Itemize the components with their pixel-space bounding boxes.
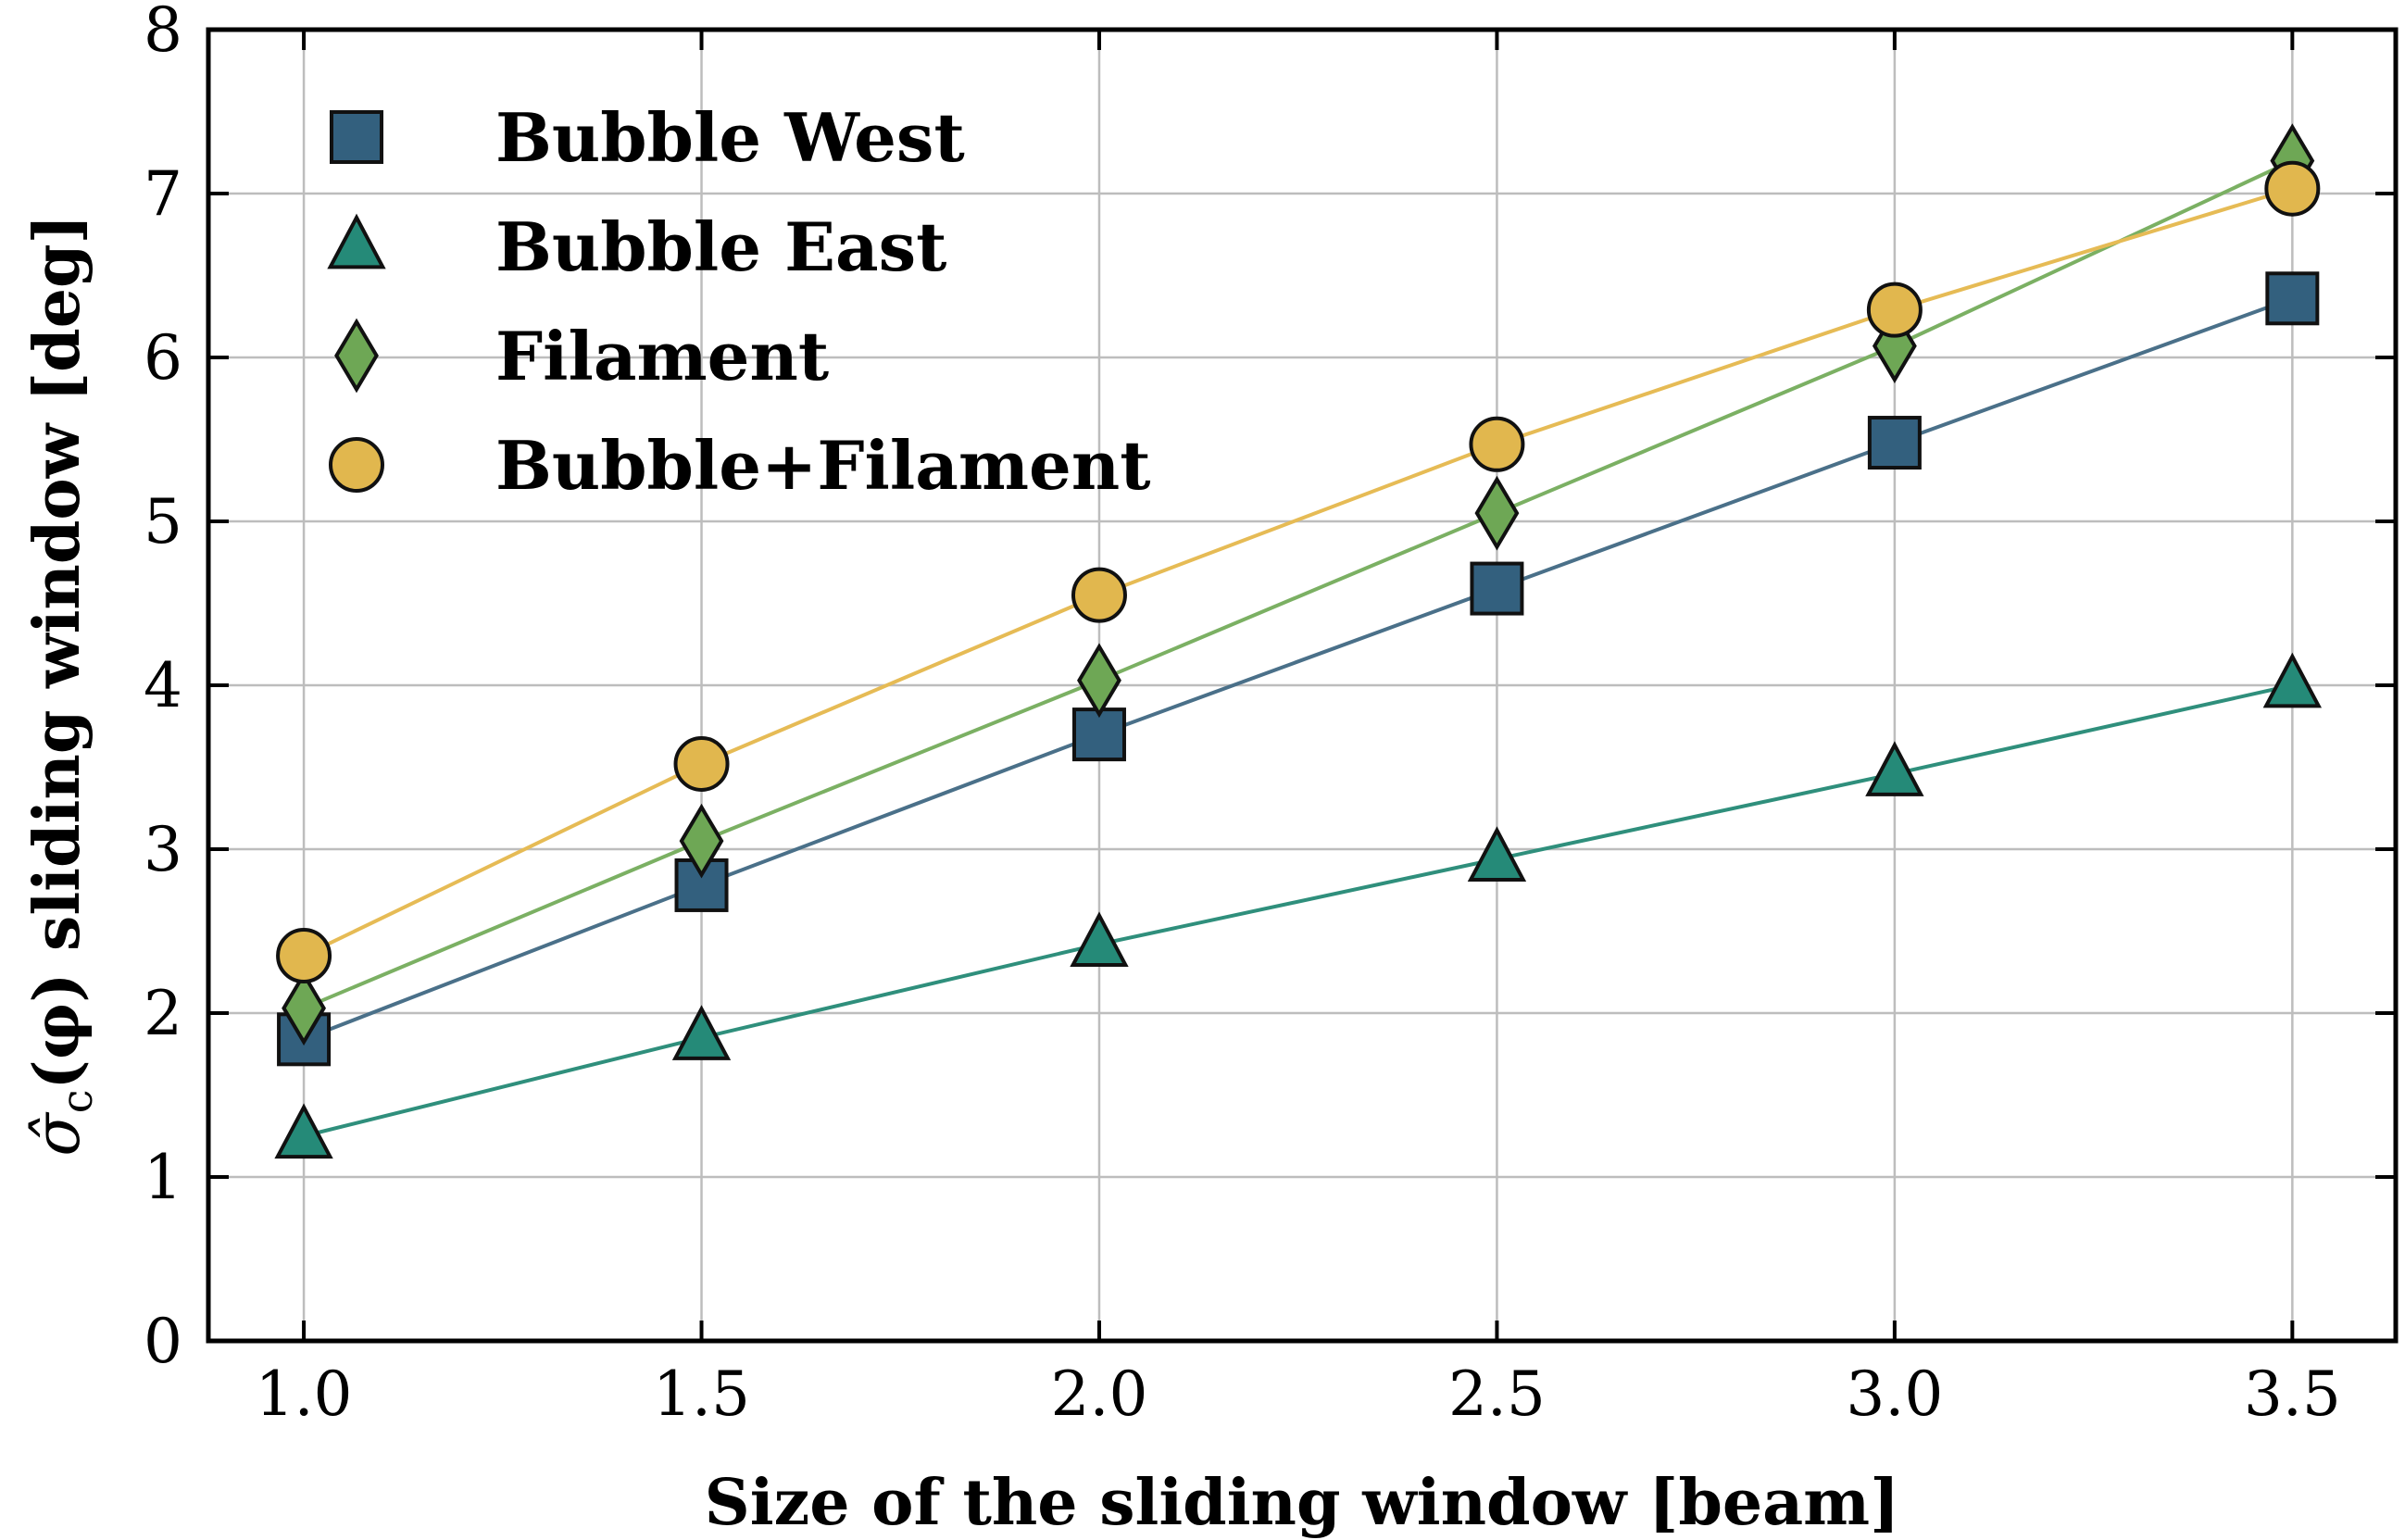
legend-marker [334,318,379,394]
data-point-filament [1077,643,1121,719]
x-tick-label: 1.0 [256,1358,353,1430]
legend-label: Bubble East [495,207,946,286]
data-point-bubble-filament [1071,567,1127,623]
data-point-bubble-west [1071,707,1126,762]
data-point-bubble-west [1470,561,1524,616]
y-tick-label: 6 [144,322,182,394]
legend-label: Bubble+Filament [495,426,1150,505]
x-tick-label: 2.0 [1050,1358,1147,1430]
data-point-bubble-east [1467,826,1527,882]
y-tick-label: 5 [144,486,182,557]
series-line-bubble-east [303,683,2293,1138]
legend-label: Filament [495,317,829,395]
x-tick-label: 2.5 [1448,1358,1546,1430]
y-tick-label: 7 [144,158,182,230]
ticks-layer: 1.0 1.5 2.0 2.5 3.0 3.5 0 1 2 3 4 5 6 7 8 [144,0,2396,1430]
data-point-bubble-east [671,1005,732,1060]
x-axis-label: Size of the sliding window [beam] [705,1466,1900,1540]
y-tick-label: 3 [144,814,182,885]
data-point-bubble-west [2265,271,2320,326]
legend-marker [329,437,384,493]
x-tick-label: 1.5 [653,1358,750,1430]
series-line-bubble-filament [303,186,2293,958]
y-axis-label-text: (φ) sliding window [deg] [20,214,94,1089]
series-layer [274,123,2323,1159]
data-point-bubble-east [2262,652,2323,708]
y-axis-label-subscript: c [52,1089,102,1113]
legend: Bubble West Bubble East Filament Bubble+Fil… [327,98,1150,505]
legend-marker [330,110,383,164]
series-line-filament [303,158,2294,1010]
data-point-bubble-filament [1866,282,1923,338]
data-point-bubble-west [1867,416,1922,470]
data-point-bubble-filament [1469,416,1525,472]
y-axis-label: σ̂c(φ) sliding window [deg] [20,214,102,1156]
y-tick-label: 2 [144,978,182,1049]
y-tick-label: 0 [144,1306,182,1377]
data-point-bubble-filament [673,735,730,792]
series-line-bubble-west [303,296,2294,1042]
y-axis-label-symbol: σ̂ [21,1112,94,1157]
y-tick-label: 4 [144,650,182,721]
y-tick-label: 1 [144,1142,182,1213]
legend-label: Bubble West [495,98,965,177]
data-point-bubble-filament [2264,160,2321,217]
legend-marker [327,213,386,269]
data-point-filament [282,970,326,1046]
plot-frame [206,27,2399,1344]
data-point-filament [679,803,724,879]
x-tick-label: 3.0 [1846,1358,1943,1430]
x-tick-label: 3.5 [2244,1358,2341,1430]
y-tick-label: 8 [144,0,182,66]
data-point-filament [1474,475,1520,551]
data-point-bubble-filament [276,928,332,984]
data-point-bubble-east [1070,911,1129,968]
data-point-bubble-east [274,1103,333,1159]
data-point-bubble-east [1865,741,1924,796]
